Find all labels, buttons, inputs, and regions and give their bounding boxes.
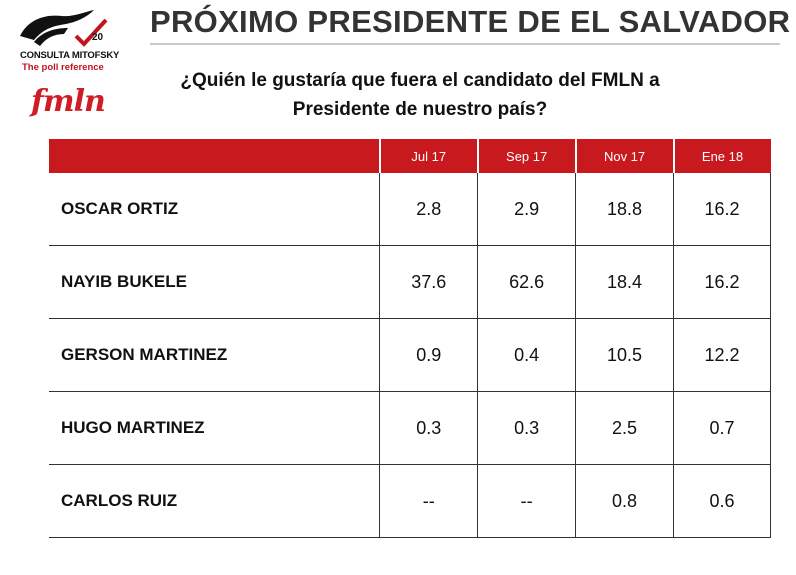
fmln-logo-text: fmln [31, 84, 106, 119]
header-candidate [49, 139, 380, 173]
cell-value: 0.6 [673, 464, 771, 538]
cell-value: 62.6 [477, 245, 576, 319]
mitofsky-logo: 20 CONSULTA MITOFSKY The poll reference [14, 6, 124, 76]
table-row: GERSON MARTINEZ 0.9 0.4 10.5 12.2 [49, 318, 771, 392]
table-row: NAYIB BUKELE 37.6 62.6 18.4 16.2 [49, 245, 771, 319]
brand-tagline: The poll reference [22, 62, 104, 73]
cell-value: -- [379, 464, 478, 538]
page-title: PRÓXIMO PRESIDENTE DE EL SALVADOR [150, 4, 791, 39]
cell-value: 2.5 [575, 391, 674, 465]
anniversary-badge: 20 [92, 32, 104, 43]
header-col: Jul 17 [378, 139, 478, 173]
table-header: Jul 17 Sep 17 Nov 17 Ene 18 [49, 139, 771, 173]
header-col: Ene 18 [672, 139, 771, 173]
table-row: OSCAR ORTIZ 2.8 2.9 18.8 16.2 [49, 173, 771, 246]
cell-value: 0.9 [379, 318, 478, 392]
candidate-name: GERSON MARTINEZ [49, 318, 380, 392]
cell-value: 16.2 [673, 173, 771, 246]
candidate-name: NAYIB BUKELE [49, 245, 380, 319]
question-line-2: Presidente de nuestro país? [292, 99, 548, 120]
mitofsky-emblem-icon [20, 10, 108, 47]
cell-value: 0.3 [477, 391, 576, 465]
table-row: CARLOS RUIZ -- -- 0.8 0.6 [49, 464, 771, 538]
cell-value: 2.9 [477, 173, 576, 246]
cell-value: 10.5 [575, 318, 674, 392]
results-table: Jul 17 Sep 17 Nov 17 Ene 18 OSCAR ORTIZ … [49, 139, 771, 538]
candidate-name: HUGO MARTINEZ [49, 391, 380, 465]
brand-name: CONSULTA MITOFSKY [20, 50, 120, 61]
candidate-name: OSCAR ORTIZ [49, 173, 380, 246]
cell-value: 0.4 [477, 318, 576, 392]
fmln-logo: fmln [31, 84, 106, 130]
cell-value: 0.3 [379, 391, 478, 465]
cell-value: 37.6 [379, 245, 478, 319]
table-row: HUGO MARTINEZ 0.3 0.3 2.5 0.7 [49, 391, 771, 465]
cell-value: 12.2 [673, 318, 771, 392]
cell-value: 2.8 [379, 173, 478, 246]
survey-question: ¿Quién le gustaría que fuera el candidat… [130, 66, 710, 124]
header-col: Nov 17 [574, 139, 674, 173]
title-divider [150, 43, 780, 45]
question-line-1: ¿Quién le gustaría que fuera el candidat… [180, 70, 660, 91]
candidate-name: CARLOS RUIZ [49, 464, 380, 538]
cell-value: 18.4 [575, 245, 674, 319]
cell-value: -- [477, 464, 576, 538]
cell-value: 18.8 [575, 173, 674, 246]
cell-value: 0.8 [575, 464, 674, 538]
cell-value: 16.2 [673, 245, 771, 319]
cell-value: 0.7 [673, 391, 771, 465]
header-col: Sep 17 [476, 139, 576, 173]
